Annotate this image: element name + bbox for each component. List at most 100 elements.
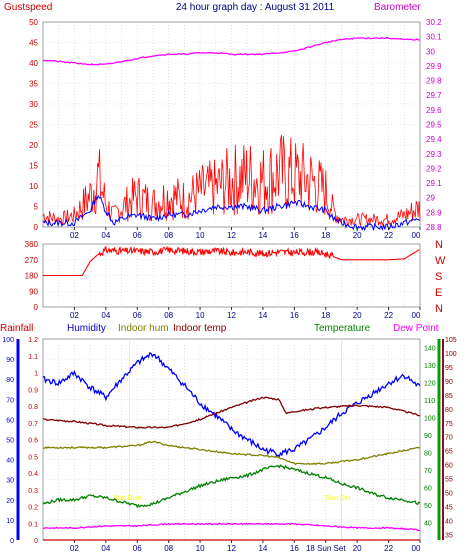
panel3-x-tick-label: 08 [164,544,173,553]
barometer-y-tick-label: 29.7 [426,91,442,100]
gust-y-tick-label: 25 [29,121,38,130]
dewpoint-y-tick-label: 80 [445,407,453,414]
gust-y-tick-label: 50 [29,18,38,27]
panel3-x-tick-label: 18 Sun Set [306,544,346,553]
barometer-y-tick-label: 30.1 [426,33,442,42]
gust-y-tick-label: 40 [29,59,38,68]
humidity-line [42,351,421,458]
barometer-y-tick-label: 30 [426,47,435,56]
barometer-y-tick-label: 29.3 [426,150,442,159]
temperature-y-tick-label: 110 [424,398,435,405]
direction-y-tick-label: 270 [25,256,39,265]
direction-y-tick-label: 90 [29,287,38,296]
panel2-x-tick-label: 20 [353,311,362,320]
graph-header-label: Rainfall [0,323,33,334]
compass-label: W [435,255,446,267]
dewpoint-y-tick-label: 55 [445,477,453,484]
sun-annotation-label: Sun Rise [113,495,142,502]
dewpoint-y-tick-label: 75 [445,421,453,428]
humidity-y-tick-label: 40 [6,458,14,465]
humidity-y-tick-label: 50 [6,438,14,445]
panel2-x-tick-label: 02 [70,311,79,320]
gustspeed-line [42,135,421,227]
graph-header-label: Temperature [314,323,371,334]
humidity-y-tick-label: 70 [6,397,14,404]
humidity-y-tick-label: 30 [6,478,14,485]
panel1-x-tick-label: 14 [258,231,267,240]
temperature-y-tick-label: 140 [424,346,436,353]
direction-y-tick-label: 0 [34,303,39,312]
panel1-x-tick-label: 00 [412,231,421,240]
humidity-y-tick-label: 10 [6,518,14,525]
rainfall-y-tick-label: 0 [34,538,38,545]
temperature-y-tick-label: 120 [424,381,436,388]
rainfall-y-tick-label: 0.3 [28,488,38,495]
rainfall-y-tick-label: 0.2 [28,505,38,512]
chart-title: 24 hour graph day : August 31 2011 [176,2,335,13]
graph-header-label: Indoor hum [118,323,169,334]
gust-y-tick-label: 30 [29,100,38,109]
rainfall-y-tick-label: 0.9 [28,387,38,394]
barometer-y-tick-label: 29.1 [426,179,442,188]
rainfall-y-tick-label: 0.6 [28,438,38,445]
panel3-x-tick-label: 06 [133,544,142,553]
panel2-x-tick-label: 14 [258,311,267,320]
compass-label: N [435,303,443,315]
rainfall-y-tick-label: 0.4 [28,471,38,478]
temperature-y-tick-label: 60 [424,486,432,493]
indoor-temp-line [42,396,421,429]
barometer-y-tick-label: 29.4 [426,135,442,144]
sun-annotation-label: Sun Set [325,495,350,502]
barometer-y-tick-label: 29 [426,194,435,203]
rainfall-y-tick-label: 1 [34,371,38,378]
panel1-x-tick-label: 02 [70,231,79,240]
panel2-x-tick-label: 08 [164,311,173,320]
graph-header-label: Humidity [67,323,106,334]
temperature-y-tick-label: 70 [424,468,432,475]
barometer-y-tick-label: 28.9 [426,208,442,217]
gust-y-tick-label: 0 [34,223,39,232]
dewpoint-y-tick-label: 45 [445,505,453,512]
barometer-y-tick-label: 29.6 [426,106,442,115]
rainfall-y-tick-label: 0.8 [28,404,38,411]
compass-label: S [435,271,442,283]
gust-y-tick-label: 45 [29,39,38,48]
rainfall-y-tick-label: 1.2 [28,337,38,344]
rainfall-y-tick-label: 0.7 [28,421,38,428]
humidity-y-tick-label: 90 [6,357,14,364]
panel2-x-tick-label: 04 [101,311,110,320]
rainfall-y-tick-label: 0.5 [28,454,38,461]
graph-header-label: Indoor temp [173,323,227,334]
panel2-x-tick-label: 12 [227,311,236,320]
direction-y-tick-label: 180 [25,272,39,281]
temperature-line [42,464,421,509]
gust-y-tick-label: 15 [29,162,38,171]
panel1-x-tick-label: 16 [290,231,299,240]
panel1-x-tick-label: 10 [196,231,205,240]
panel2-x-tick-label: 16 [290,311,299,320]
panel1-x-tick-label: 08 [164,231,173,240]
panel2-x-tick-label: 18 [321,311,330,320]
panel3-x-tick-label: 04 [101,544,110,553]
dewpoint-y-tick-label: 65 [445,449,453,456]
panel1-x-tick-label: 04 [101,231,110,240]
barometer-y-tick-label: 30.2 [426,18,442,27]
temperature-y-tick-label: 100 [424,416,436,423]
barometer-y-tick-label: 29.2 [426,164,442,173]
rainfall-y-tick-label: 1.1 [28,354,38,361]
dewpoint-y-tick-label: 90 [445,379,453,386]
dewpoint-y-tick-label: 70 [445,435,453,442]
gust-y-tick-label: 20 [29,141,38,150]
barometer-line [42,36,421,66]
panel3-x-tick-label: 12 [227,544,236,553]
barometer-y-tick-label: 29.9 [426,62,442,71]
panel1-x-tick-label: 12 [227,231,236,240]
humidity-y-tick-label: 60 [6,417,14,424]
dewpoint-y-tick-label: 60 [445,463,453,470]
barometer-y-tick-label: 28.8 [426,223,442,232]
barometer-y-tick-label: 29.8 [426,77,442,86]
rainfall-y-tick-label: 0.1 [28,521,38,528]
gustspeed-axis-title: Gustspeed [4,2,52,13]
barometer-axis-title: Barometer [374,2,421,13]
